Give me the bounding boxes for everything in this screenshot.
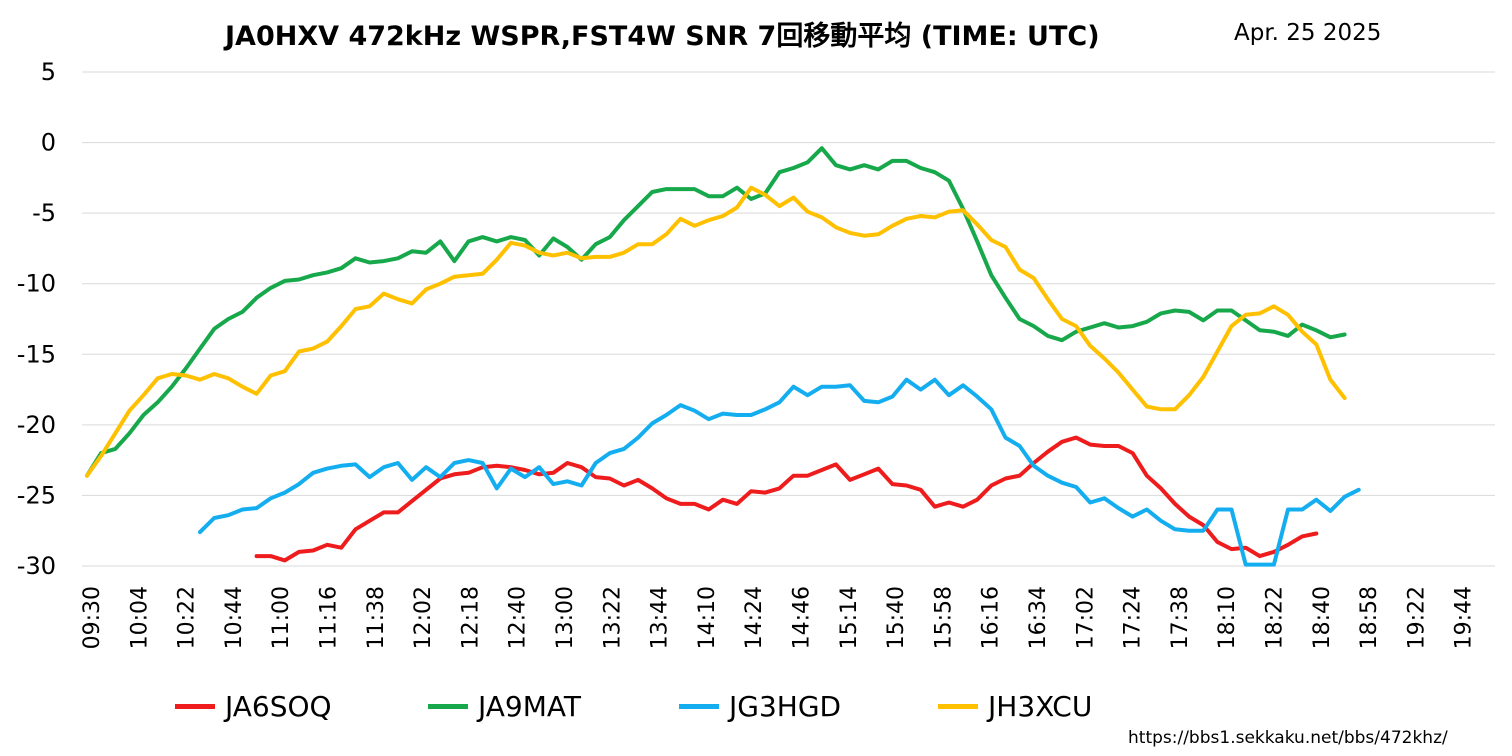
x-tick-label: 18:58 [1357, 586, 1382, 649]
series-line-jg3hgd [198, 377, 1361, 567]
y-tick-label: -5 [32, 199, 56, 227]
x-tick-label: 17:02 [1073, 586, 1098, 649]
x-tick-label: 10:04 [127, 586, 152, 649]
x-tick-label: 14:46 [790, 586, 815, 649]
x-tick-label: 13:00 [553, 586, 578, 649]
x-tick-label: 15:58 [931, 586, 956, 649]
x-tick-label: 12:18 [458, 586, 483, 649]
title-row: JA0HXV 472kHz WSPR,FST4W SNR 7回移動平均 (TIM… [0, 14, 1512, 54]
legend-label-jh3xcu: JH3XCU [988, 690, 1093, 723]
x-tick-label: 17:38 [1168, 586, 1193, 649]
y-tick-label: 5 [41, 58, 56, 86]
x-tick-label: 18:40 [1310, 586, 1335, 649]
line-chart: 5 0 -5 -10 -15 -20 -25 -30 09:30 10:04 10:22 10:44 1… [17, 58, 1495, 649]
x-tick-label: 10:44 [222, 586, 247, 649]
x-tick-label: 14:24 [742, 586, 767, 649]
legend-label-ja6soq: JA6SOQ [225, 690, 332, 723]
x-tick-label: 14:10 [695, 586, 720, 649]
y-tick-label: -10 [17, 270, 56, 298]
x-tick-label: 10:22 [175, 586, 200, 649]
series-line-jh3xcu [85, 185, 1347, 478]
legend-swatch-jg3hgd [679, 704, 719, 709]
x-tick-label: 16:16 [979, 586, 1004, 649]
x-tick-label: 12:40 [506, 586, 531, 649]
x-tick-label: 11:38 [364, 586, 389, 649]
legend-swatch-ja6soq [175, 704, 215, 709]
x-tick-label: 13:44 [648, 586, 673, 649]
x-tick-label: 18:22 [1263, 586, 1288, 649]
y-tick-label: -30 [17, 552, 56, 580]
y-tick-label: 0 [41, 129, 56, 157]
legend-label-ja9mat: JA9MAT [478, 690, 581, 723]
y-tick-label: -15 [17, 340, 56, 368]
y-tick-label: -25 [17, 481, 56, 509]
x-tick-label: 15:40 [884, 586, 909, 649]
chart-date: Apr. 25 2025 [1234, 20, 1382, 46]
x-tick-label: 19:44 [1452, 586, 1477, 649]
legend-item-ja6soq: JA6SOQ [175, 690, 332, 723]
x-tick-label: 09:30 [80, 586, 105, 649]
x-tick-label: 13:22 [600, 586, 625, 649]
x-tick-label: 11:00 [269, 586, 294, 649]
x-tick-label: 12:02 [411, 586, 436, 649]
legend-item-jg3hgd: JG3HGD [679, 690, 841, 723]
series-line-ja9mat [85, 146, 1347, 478]
x-tick-label: 19:22 [1404, 586, 1429, 649]
source-url: https://bbs1.sekkaku.net/bbs/472khz/ [1128, 728, 1448, 748]
y-tick-label: -20 [17, 411, 56, 439]
x-tick-label: 18:10 [1215, 586, 1240, 649]
legend-item-jh3xcu: JH3XCU [938, 690, 1092, 723]
legend-swatch-ja9mat [428, 704, 468, 709]
x-tick-label: 17:24 [1121, 586, 1146, 649]
x-tick-label: 16:34 [1026, 586, 1051, 649]
legend-swatch-jh3xcu [938, 704, 978, 709]
chart-title: JA0HXV 472kHz WSPR,FST4W SNR 7回移動平均 (TIM… [225, 21, 1100, 52]
legend-label-jg3hgd: JG3HGD [729, 690, 842, 723]
x-tick-label: 15:14 [837, 586, 862, 649]
legend: JA6SOQ JA9MAT JG3HGD JH3XCU [0, 690, 1512, 730]
series-line-ja6soq [254, 435, 1319, 563]
legend-item-ja9mat: JA9MAT [428, 690, 581, 723]
x-tick-label: 11:16 [317, 586, 342, 649]
